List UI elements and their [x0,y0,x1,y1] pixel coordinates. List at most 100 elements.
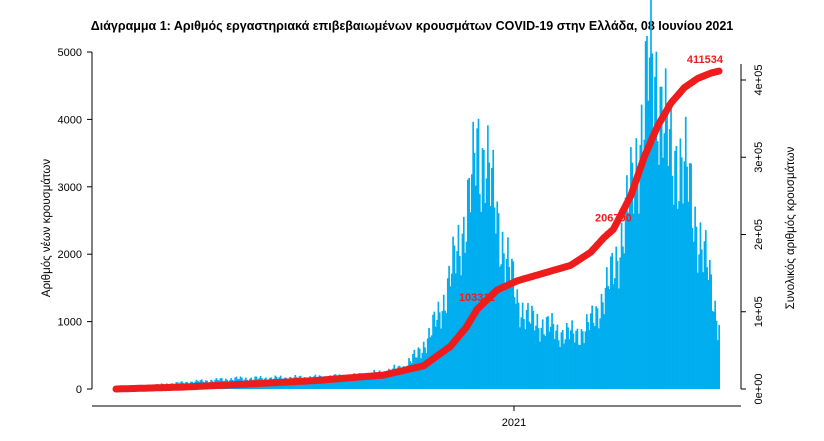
daily-bar [588,329,591,389]
daily-bar [559,346,561,389]
daily-bar [706,267,708,389]
y2-tick-label: 3e+05 [753,142,765,173]
daily-bar [474,185,477,389]
daily-bar [442,294,445,389]
daily-bar [472,121,474,389]
daily-bar [662,157,664,389]
daily-bar [339,376,342,389]
daily-bar [516,289,519,389]
daily-bar [483,150,485,389]
daily-bar [715,320,718,389]
daily-bar [485,178,488,389]
daily-bar [642,154,644,389]
daily-bar [596,308,599,389]
daily-bar [618,288,620,389]
right-axis-ticks: 0e+00 1e+05 2e+05 3e+05 4e+05 [741,65,765,405]
daily-bar [678,201,680,389]
daily-bar [624,197,627,389]
daily-bar [509,282,512,389]
daily-bar [545,317,548,389]
daily-bar [453,245,456,389]
daily-bar [628,202,631,389]
y-axis-label: Αριθμός νέων κρουσμάτων [41,159,53,297]
daily-bar [521,302,524,389]
daily-bar [393,364,396,389]
daily-bar [632,213,635,389]
y2-tick-label: 1e+05 [753,296,765,327]
daily-bar [577,344,580,389]
daily-bar [508,266,511,389]
daily-bar [687,201,690,389]
daily-bar [321,379,323,389]
daily-bar [402,366,405,389]
daily-bar [711,310,714,389]
daily-bar [414,357,417,389]
daily-bar [364,374,366,389]
daily-bar [567,327,569,389]
daily-bar [654,76,656,389]
daily-bar [714,300,716,389]
daily-bar [695,226,698,389]
daily-bar [584,331,587,389]
daily-bar [612,284,615,389]
daily-bar [707,279,710,389]
daily-bar [515,303,517,389]
daily-bar [452,236,454,389]
daily-bar [710,274,712,389]
daily-bar [327,377,330,389]
daily-bar [458,256,461,389]
daily-bar [660,86,663,390]
daily-bar [513,297,516,389]
daily-bar [616,260,619,389]
daily-bar [667,165,670,389]
daily-bar [357,375,360,389]
daily-bar [306,380,309,389]
daily-bar [404,366,406,389]
daily-bar [385,376,388,389]
daily-bar [384,372,386,389]
daily-bar [503,253,505,389]
daily-bar [448,265,450,389]
daily-bar [532,310,535,389]
daily-bar [525,309,528,389]
chart-title: Διάγραμμα 1: Αριθμός εργαστηριακά επιβεβ… [91,19,734,33]
daily-bar [531,305,533,389]
daily-bar [634,183,636,389]
daily-bar [712,311,715,389]
daily-bar [608,289,611,389]
daily-bar [440,328,442,389]
daily-bar [604,287,607,389]
daily-bar [335,377,338,389]
daily-bar [679,138,682,389]
daily-bar [603,314,606,389]
daily-bar [390,372,393,389]
daily-bar [505,258,508,389]
daily-bar [354,374,357,389]
daily-bar [377,372,380,389]
daily-bar [470,174,473,389]
daily-bar [700,249,703,389]
daily-bar [630,147,632,389]
daily-bar [580,329,583,389]
daily-bar [587,322,589,389]
daily-bar [636,182,639,389]
cumulative-annotation: 103311 [459,292,495,304]
y2-tick-label: 0e+00 [753,374,765,405]
daily-bar [564,339,567,389]
daily-bar [376,375,378,389]
daily-bar [528,321,531,389]
daily-bar [392,368,394,389]
daily-bar [674,150,676,389]
daily-bar [593,326,596,389]
daily-bar [477,118,480,389]
daily-bar [464,252,466,389]
daily-bar [547,316,549,389]
daily-bar [461,233,464,389]
daily-bar [539,341,541,389]
daily-bar [382,372,385,389]
daily-bar [492,149,495,389]
daily-bar [378,370,381,389]
daily-bar [519,327,521,389]
daily-bar [702,272,704,389]
daily-bar [686,166,688,389]
